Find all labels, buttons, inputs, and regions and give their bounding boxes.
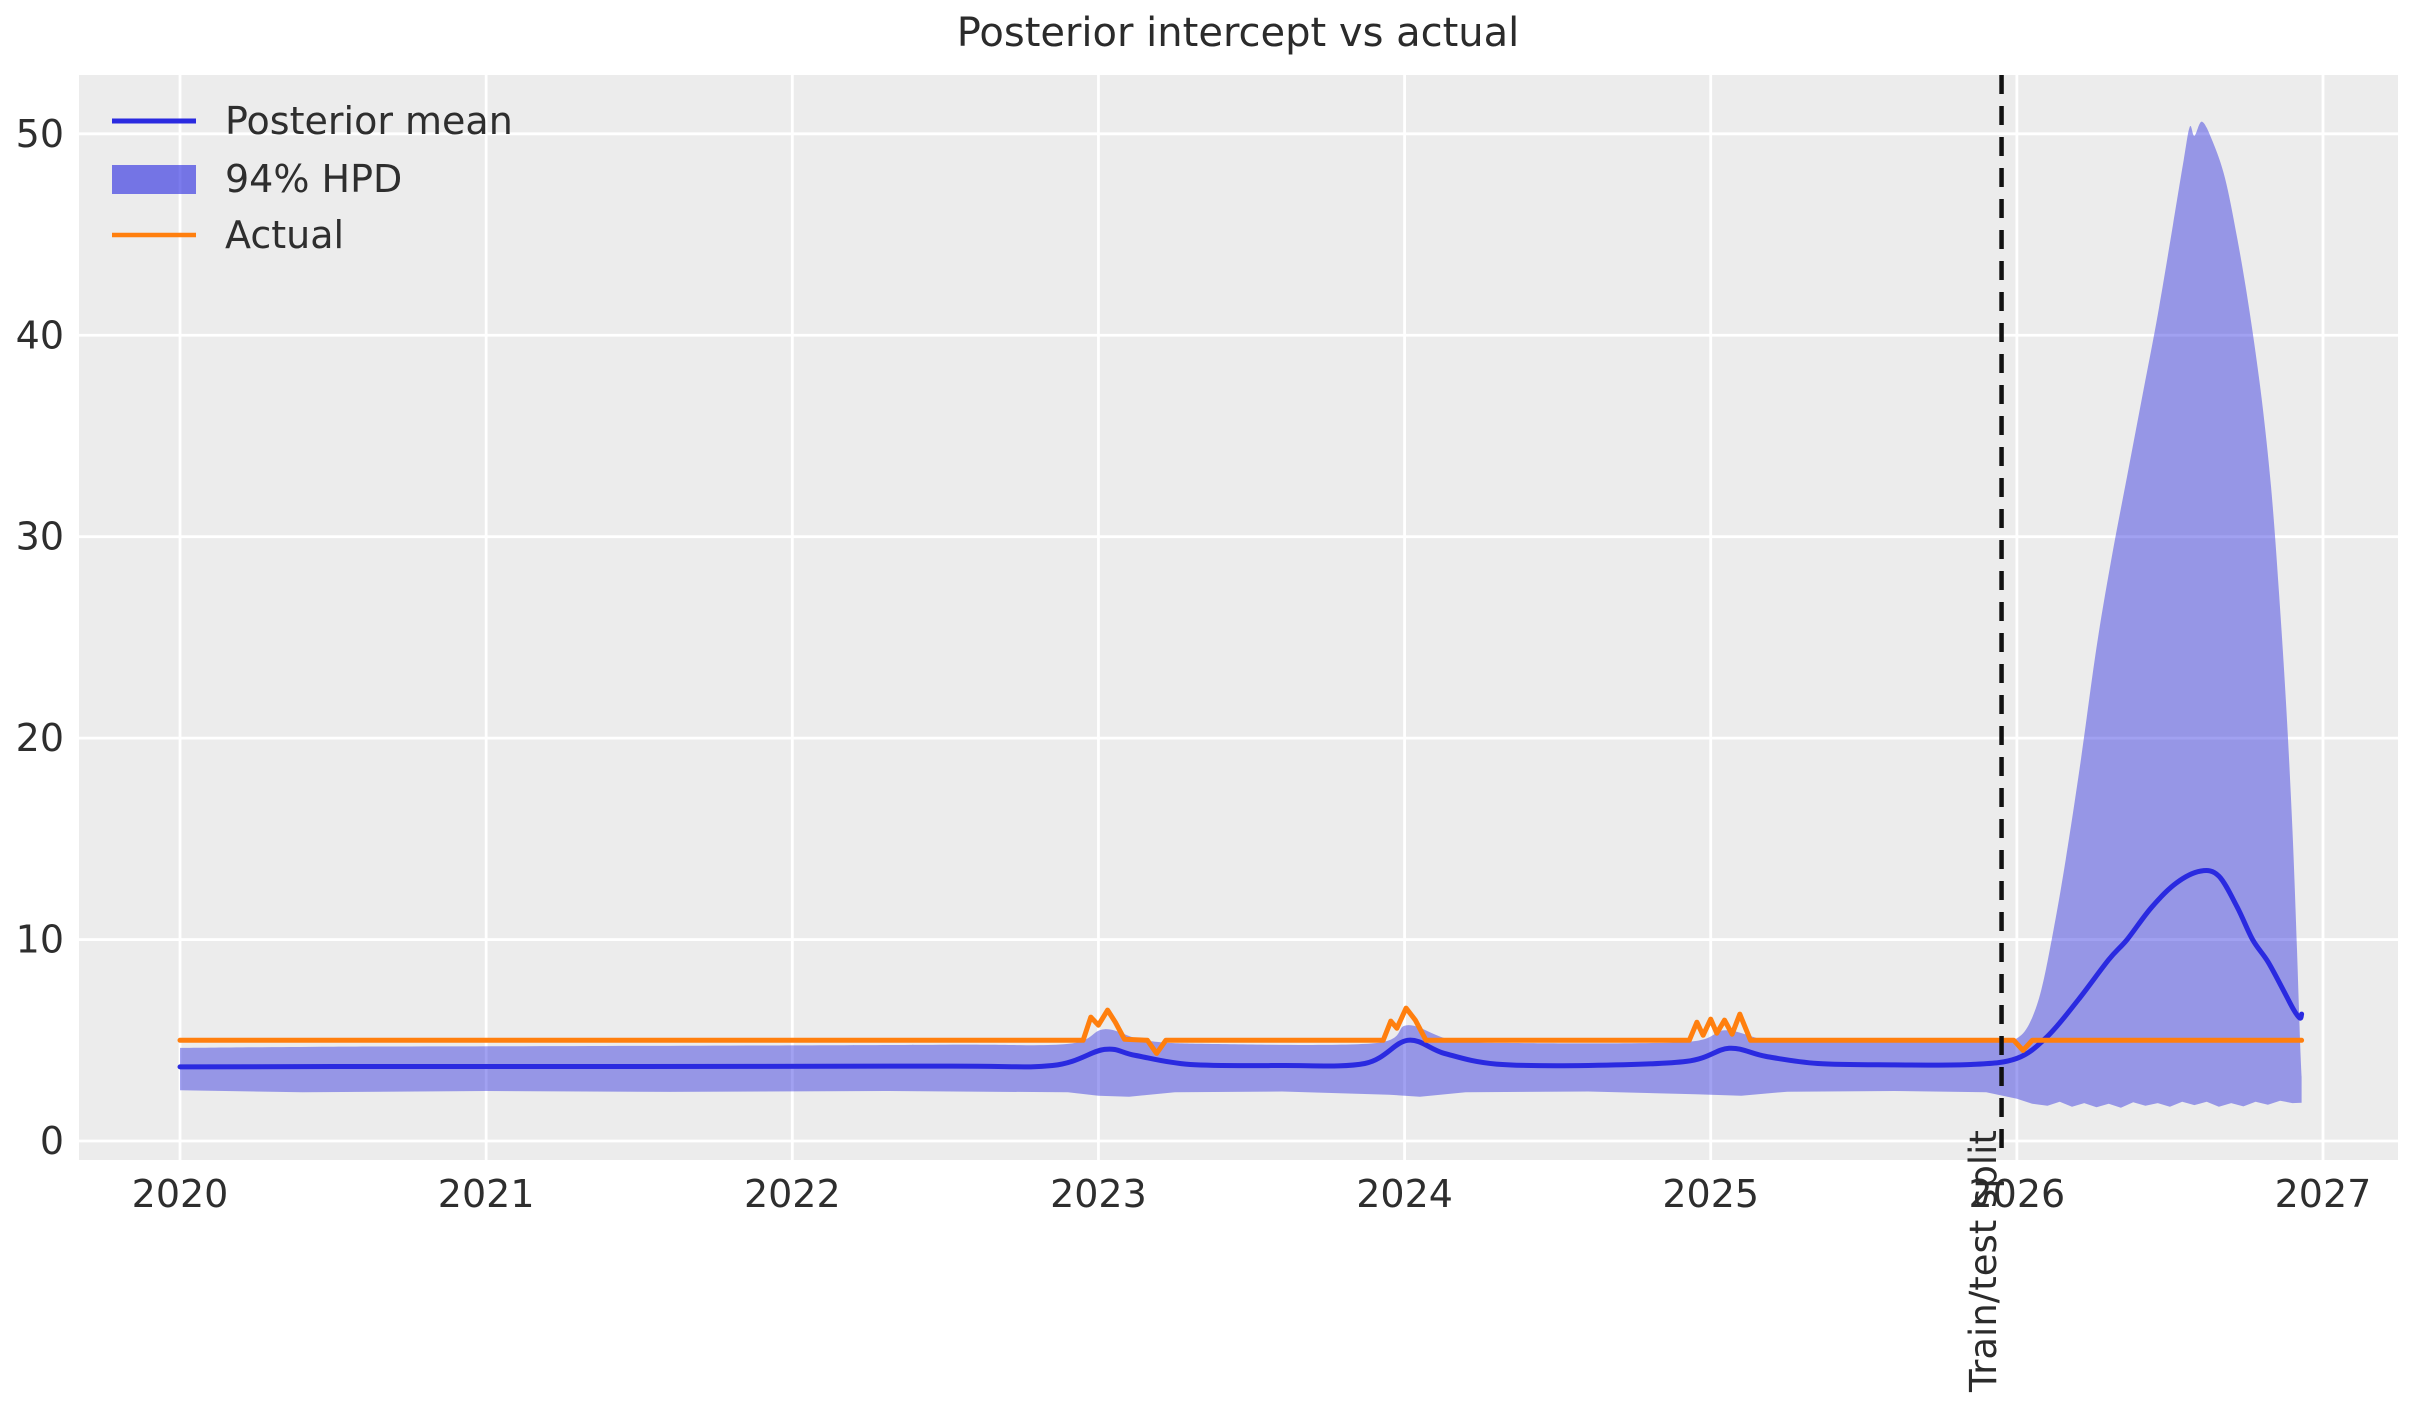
y-tick-label-0: 0 [40, 1119, 64, 1163]
legend: Posterior mean 94% HPD Actual [112, 99, 513, 257]
legend-label-hpd: 94% HPD [225, 157, 402, 201]
legend-entry-posterior-mean: Posterior mean [112, 99, 513, 143]
plot-area [79, 75, 2398, 1160]
x-tick-label-2023: 2023 [1050, 1172, 1147, 1216]
legend-entry-actual: Actual [112, 213, 344, 257]
x-tick-label-2026: 2026 [1968, 1172, 2065, 1216]
y-tick-label-20: 20 [16, 716, 64, 760]
x-tick-label-2024: 2024 [1356, 1172, 1453, 1216]
hpd-band-layer [180, 121, 2302, 1108]
posterior-mean-line [177, 868, 2305, 1070]
x-axis-tick-labels: 2020 2021 2022 2023 2024 2025 2026 2027 [132, 1172, 2372, 1216]
x-tick-label-2021: 2021 [438, 1172, 535, 1216]
legend-entry-hpd: 94% HPD [112, 157, 402, 201]
hpd-band [180, 121, 2302, 1108]
series-lines-layer [177, 868, 2305, 1070]
y-tick-label-40: 40 [16, 313, 64, 357]
x-tick-label-2027: 2027 [2275, 1172, 2372, 1216]
train-test-split-label: Train/test split [1962, 1130, 2005, 1393]
y-tick-label-50: 50 [16, 112, 64, 156]
x-tick-label-2022: 2022 [744, 1172, 841, 1216]
y-axis-tick-labels: 0 10 20 30 40 50 [16, 112, 64, 1163]
legend-label-posterior-mean: Posterior mean [225, 99, 513, 143]
x-tick-label-2025: 2025 [1662, 1172, 1759, 1216]
legend-label-actual: Actual [225, 213, 344, 257]
x-tick-label-2020: 2020 [132, 1172, 229, 1216]
y-tick-label-30: 30 [16, 515, 64, 559]
chart-title: Posterior intercept vs actual [957, 10, 1520, 56]
y-tick-label-10: 10 [16, 918, 64, 962]
gridlines [79, 75, 2398, 1160]
legend-hpd-patch-icon [112, 165, 196, 194]
actual-line [177, 1005, 2305, 1056]
